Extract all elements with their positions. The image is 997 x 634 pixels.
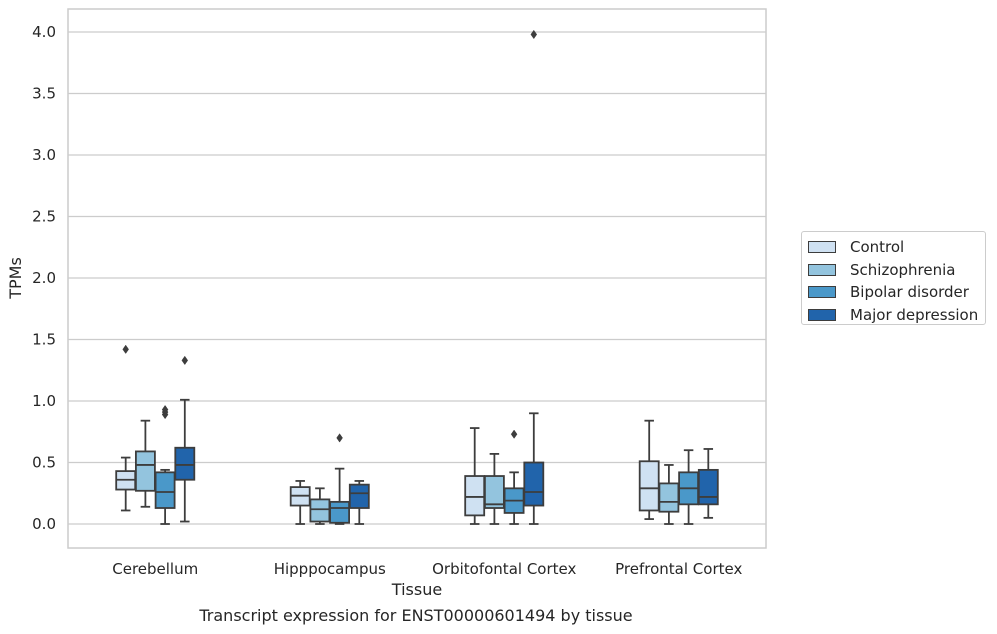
iqr-box (348, 483, 370, 509)
legend-swatch (808, 286, 836, 299)
iqr-box (309, 498, 331, 523)
box-major-depression (697, 448, 719, 519)
iqr-box (154, 471, 176, 509)
outlier-point (336, 433, 343, 443)
x-tick-label: Orbitofontal Cortex (432, 560, 576, 578)
legend-swatch (808, 263, 836, 276)
box-schizophrenia (658, 464, 680, 525)
iqr-box (134, 450, 156, 492)
iqr-box (483, 475, 505, 509)
x-tick-label: Hipppocampus (274, 560, 386, 578)
legend-item: Schizophrenia (808, 259, 985, 282)
y-tick-label: 1.5 (32, 331, 56, 349)
legend-swatch (808, 241, 836, 254)
box-control (115, 344, 137, 512)
box-bipolar-disorder (503, 429, 525, 525)
legend-label: Major depression (850, 305, 979, 324)
y-tick-label: 1.0 (32, 392, 56, 410)
outlier-point (530, 29, 538, 40)
y-tick-label: 3.5 (32, 85, 56, 103)
y-axis-label: TPMs (6, 257, 25, 300)
iqr-box (523, 461, 545, 507)
y-tick-label: 0.0 (32, 515, 56, 533)
y-gridlines (68, 31, 766, 525)
legend-label: Bipolar disorder (850, 283, 969, 302)
x-tick-label: Prefrontal Cortex (615, 560, 742, 578)
box-bipolar-disorder (154, 404, 176, 525)
legend-item: Bipolar disorder (808, 281, 985, 304)
outlier-point (510, 429, 518, 439)
y-tick-labels: 0.0 0.5 1.0 1.5 2.0 2.5 3.0 3.5 4.0 (32, 23, 56, 533)
x-axis-label: Tissue (391, 580, 442, 599)
box-control (289, 480, 311, 525)
legend-swatch (808, 308, 836, 321)
iqr-box (658, 482, 680, 513)
outlier-point (122, 344, 129, 354)
x-tick-label: Cerebellum (112, 560, 198, 578)
iqr-box (329, 500, 351, 524)
plot-frame (67, 8, 767, 549)
legend-item: Control (808, 236, 985, 259)
x-tick-labels: Cerebellum Hipppocampus Orbitofontal Corte… (112, 560, 742, 578)
box-schizophrenia (309, 487, 331, 525)
box-major-depression (523, 29, 545, 525)
box-bipolar-disorder (329, 433, 351, 525)
chart-caption: Transcript expression for ENST0000060149… (199, 606, 633, 625)
box-control (638, 419, 660, 520)
iqr-box (638, 460, 660, 512)
y-tick-label: 4.0 (32, 23, 56, 41)
box-major-depression (174, 355, 196, 523)
box-groups (115, 29, 719, 525)
y-tick-label: 0.5 (32, 454, 56, 472)
box-schizophrenia (134, 419, 156, 508)
box-bipolar-disorder (678, 449, 699, 525)
iqr-box (174, 446, 196, 481)
y-tick-label: 2.0 (32, 269, 56, 287)
box-schizophrenia (483, 452, 505, 525)
box-control (464, 427, 486, 525)
legend-label: Schizophrenia (850, 260, 956, 279)
legend: Control Schizophrenia Bipolar disorder Majo… (801, 231, 986, 325)
iqr-box (697, 468, 719, 506)
legend-item: Major depression (808, 304, 985, 327)
box-major-depression (348, 480, 370, 525)
legend-label: Control (850, 238, 905, 257)
outlier-point (161, 404, 169, 415)
outlier-point (181, 355, 189, 366)
y-tick-label: 2.5 (32, 208, 56, 226)
y-tick-label: 3.0 (32, 146, 56, 164)
iqr-box (464, 475, 486, 517)
